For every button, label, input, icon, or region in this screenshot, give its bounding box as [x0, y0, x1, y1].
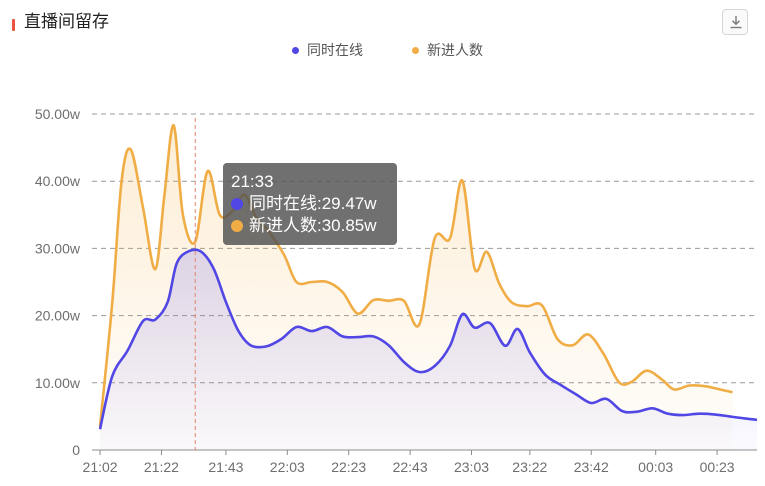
series-areas	[100, 125, 757, 451]
download-icon	[730, 16, 742, 29]
x-tick-label: 22:23	[331, 459, 366, 475]
x-tick-label: 22:43	[393, 459, 428, 475]
x-tick-label: 23:42	[574, 459, 609, 475]
chart-tooltip: 21:33 同时在线:29.47w 新进人数:30.85w	[223, 163, 397, 245]
download-button[interactable]	[722, 9, 748, 35]
line-new-viewers	[98, 124, 733, 427]
chart-header: 直播间留存	[0, 0, 765, 40]
line-online	[98, 248, 758, 430]
tooltip-dot-icon	[231, 219, 243, 232]
y-tick-label: 10.00w	[35, 375, 81, 391]
x-tick-label: 00:23	[700, 459, 735, 475]
area-online	[100, 249, 757, 450]
tooltip-row-new: 新进人数:30.85w	[231, 215, 397, 237]
tooltip-time: 21:33	[231, 172, 274, 191]
legend-dot-icon	[292, 46, 299, 54]
series-lines	[98, 124, 758, 430]
chart-title: 直播间留存	[24, 12, 109, 31]
legend-item-online[interactable]: 同时在线	[292, 40, 363, 60]
legend-dot-icon	[412, 46, 419, 54]
y-tick-label: 20.00w	[35, 308, 81, 324]
x-tick-label: 21:43	[208, 459, 243, 475]
x-tick-label: 00:03	[638, 459, 673, 475]
legend-item-new[interactable]: 新进人数	[412, 40, 483, 60]
tooltip-row-online: 同时在线:29.47w	[231, 193, 397, 215]
tooltip-dot-icon	[231, 197, 243, 210]
y-tick-label: 30.00w	[35, 240, 81, 256]
x-tick-label: 23:03	[454, 459, 489, 475]
title-accent-bar	[12, 19, 15, 31]
y-tick-label: 0	[72, 442, 80, 458]
y-tick-label: 40.00w	[35, 173, 81, 189]
x-axis-labels: 21:02 21:22 21:43 22:03 22:23 22:43 23:03 23:22…	[83, 459, 735, 475]
legend-label-new: 新进人数	[427, 42, 483, 58]
x-tick-label: 21:22	[144, 459, 179, 475]
x-tick-label: 22:03	[270, 459, 305, 475]
y-tick-label: 50.00w	[35, 106, 81, 122]
chart-legend: 同时在线 新进人数	[0, 40, 765, 60]
y-axis-labels: 0 10.00w 20.00w 30.00w 40.00w 50.00w	[35, 106, 81, 458]
x-tick-label: 21:02	[83, 459, 118, 475]
x-tick-label: 23:22	[512, 459, 547, 475]
legend-label-online: 同时在线	[307, 42, 363, 58]
